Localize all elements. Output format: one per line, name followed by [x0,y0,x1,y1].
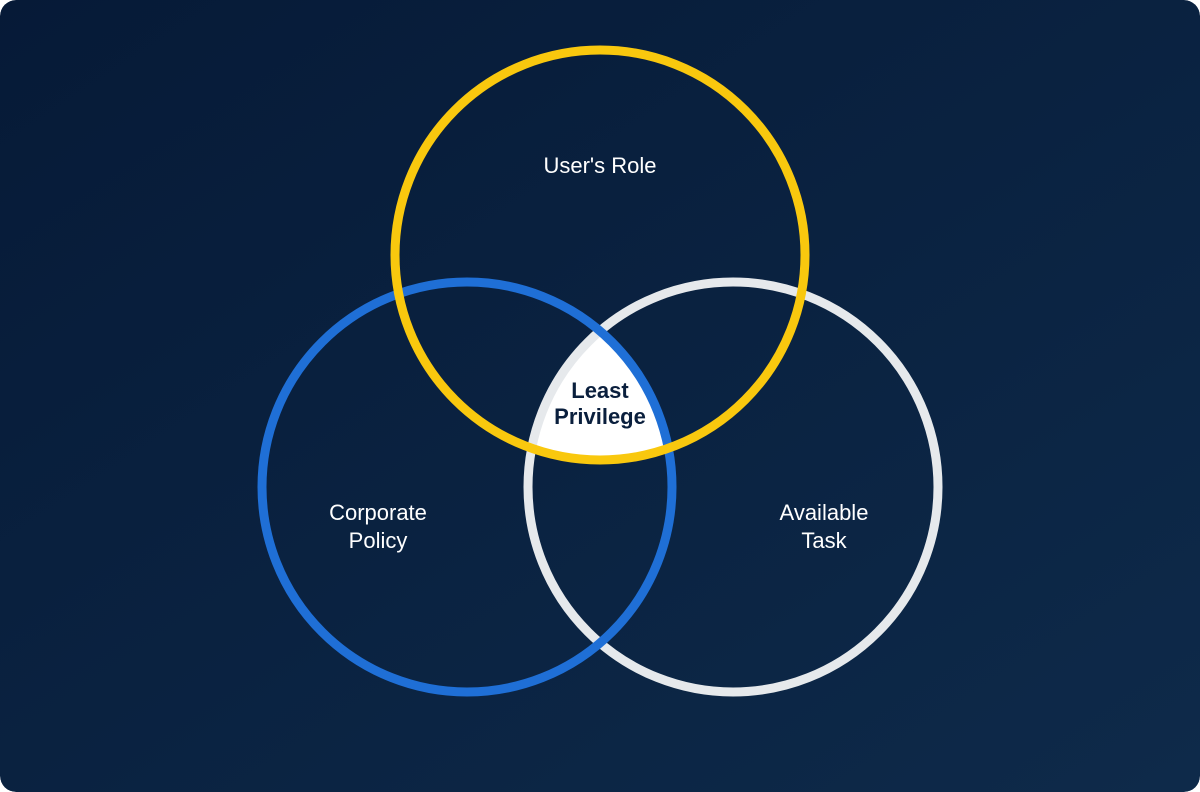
venn-svg: User's RoleCorporatePolicyAvailableTaskL… [0,0,1200,792]
venn-diagram-canvas: User's RoleCorporatePolicyAvailableTaskL… [0,0,1200,792]
venn-label-top: User's Role [543,153,656,178]
